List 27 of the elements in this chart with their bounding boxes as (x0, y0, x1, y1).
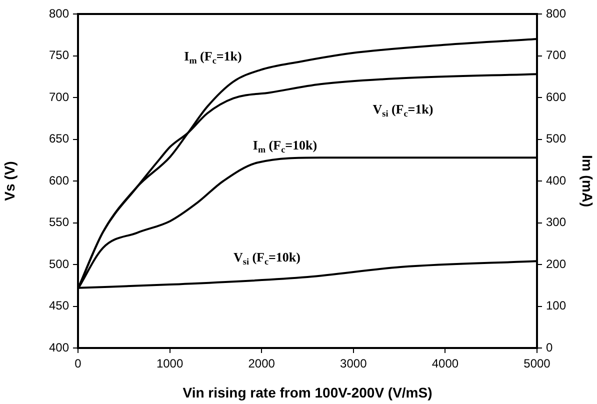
y2-tick-label: 500 (546, 132, 566, 146)
y2-tick-label: 300 (546, 215, 566, 230)
y-tick-label: 700 (48, 90, 70, 104)
y2-tick-label: 100 (546, 298, 566, 313)
x-tick-label: 1000 (156, 356, 184, 371)
y-tick-label: 500 (48, 256, 70, 271)
y-tick-label: 800 (48, 6, 70, 20)
x-tick-label: 4000 (432, 356, 459, 371)
x-tick-label: 5000 (524, 356, 551, 371)
x-axis-title: Vin rising rate from 100V-200V (V/mS) (182, 384, 432, 400)
y-tick-label: 450 (48, 298, 70, 313)
x-tick-label: 2000 (248, 356, 276, 371)
y2-axis-title: Im (mA) (580, 154, 596, 208)
y2-tick-label: 200 (546, 256, 566, 271)
y-tick-label: 650 (48, 132, 70, 146)
x-tick-label: 0 (74, 356, 82, 371)
y2-tick-label: 400 (546, 173, 566, 188)
y2-tick-label: 0 (546, 340, 553, 354)
y-tick-label: 400 (48, 340, 70, 354)
y-tick-label: 600 (48, 173, 70, 188)
y-tick-label: 550 (48, 215, 70, 230)
y2-tick-label: 700 (546, 48, 566, 62)
y2-tick-label: 600 (546, 90, 566, 104)
x-tick-label: 3000 (340, 356, 368, 371)
y-axis-title: Vs (V) (1, 161, 18, 201)
y2-tick-label: 800 (546, 6, 566, 20)
y-tick-label: 750 (48, 48, 70, 62)
